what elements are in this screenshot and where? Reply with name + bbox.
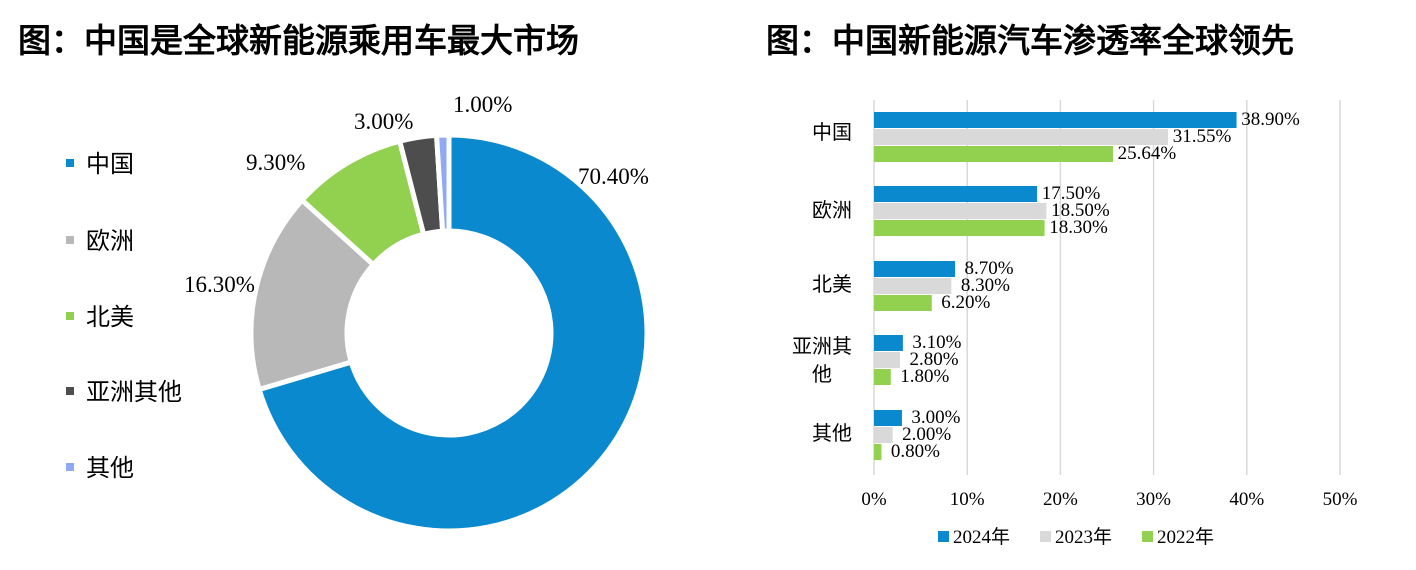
bar-data-label: 31.55% [1173, 126, 1232, 147]
donut-data-label: 1.00% [453, 92, 512, 117]
bar-2022年 [874, 369, 891, 385]
bar-2023年 [874, 352, 901, 368]
bar-data-label: 18.50% [1051, 200, 1110, 221]
category-label: 其他 [812, 421, 852, 445]
bar-data-label: 17.50% [1042, 183, 1101, 204]
legend-swatch [66, 159, 74, 167]
donut-data-label: 3.00% [354, 109, 413, 134]
bar-2023年 [874, 278, 952, 294]
legend-label: 2024年 [953, 526, 1010, 548]
bar-data-label: 25.64% [1118, 143, 1177, 164]
x-tick-label: 30% [1136, 489, 1171, 510]
bar-data-label: 0.80% [891, 441, 940, 462]
bar-2023年 [874, 427, 893, 443]
category-label: 亚洲其 [792, 334, 852, 358]
donut-slice-5 [433, 132, 452, 234]
donut-slice-2 [248, 196, 377, 393]
legend-label: 亚洲其他 [86, 378, 182, 406]
donut-data-label: 9.30% [246, 150, 305, 175]
bar-2022年 [874, 220, 1045, 236]
legend-swatch [66, 236, 74, 244]
bar-2024年 [874, 410, 902, 426]
legend-swatch [1040, 531, 1051, 542]
category-label: 中国 [812, 120, 852, 144]
bar-2024年 [874, 335, 903, 351]
bar-data-label: 1.80% [900, 366, 949, 387]
bar-data-label: 8.30% [961, 275, 1010, 296]
x-tick-label: 10% [950, 489, 985, 510]
bar-2023年 [874, 203, 1047, 219]
bar-2022年 [874, 146, 1113, 162]
bar-data-label: 18.30% [1049, 217, 1108, 238]
bar-data-label: 3.10% [912, 332, 961, 353]
bar-data-label: 8.70% [965, 258, 1014, 279]
donut-slice-1 [256, 132, 650, 534]
legend-swatch [66, 463, 74, 471]
legend-swatch [66, 387, 74, 395]
category-label: 欧洲 [812, 198, 852, 222]
x-tick-label: 0% [861, 489, 887, 510]
bar-2023年 [874, 129, 1169, 145]
x-tick-label: 40% [1229, 489, 1264, 510]
legend-swatch [938, 531, 949, 542]
legend-swatch [66, 312, 74, 320]
bar-data-label: 2.00% [902, 424, 951, 445]
donut-data-label: 16.30% [184, 272, 255, 297]
category-label: 他 [812, 362, 832, 386]
bar-2024年 [874, 186, 1038, 202]
bar-data-label: 6.20% [941, 292, 990, 313]
category-label: 北美 [812, 272, 852, 296]
bar-2024年 [874, 112, 1237, 128]
pie-chart-title: 图：中国是全球新能源乘用车最大市场 [18, 21, 579, 60]
x-tick-label: 20% [1043, 489, 1078, 510]
bar-2022年 [874, 295, 932, 311]
legend-label: 2023年 [1055, 526, 1112, 548]
donut-data-label: 70.40% [578, 164, 649, 189]
bar-data-label: 38.90% [1241, 109, 1300, 130]
bar-2022年 [874, 444, 882, 460]
legend-label: 其他 [86, 454, 134, 482]
x-tick-label: 50% [1323, 489, 1358, 510]
legend-label: 中国 [86, 150, 134, 178]
bar-data-label: 2.80% [910, 349, 959, 370]
bar-2024年 [874, 261, 956, 277]
legend-label: 2022年 [1157, 526, 1214, 548]
legend-swatch [1142, 531, 1153, 542]
legend-label: 欧洲 [86, 227, 134, 255]
bar-data-label: 3.00% [911, 407, 960, 428]
bar-chart-title: 图：中国新能源汽车渗透率全球领先 [766, 21, 1294, 60]
legend-label: 北美 [86, 303, 134, 331]
